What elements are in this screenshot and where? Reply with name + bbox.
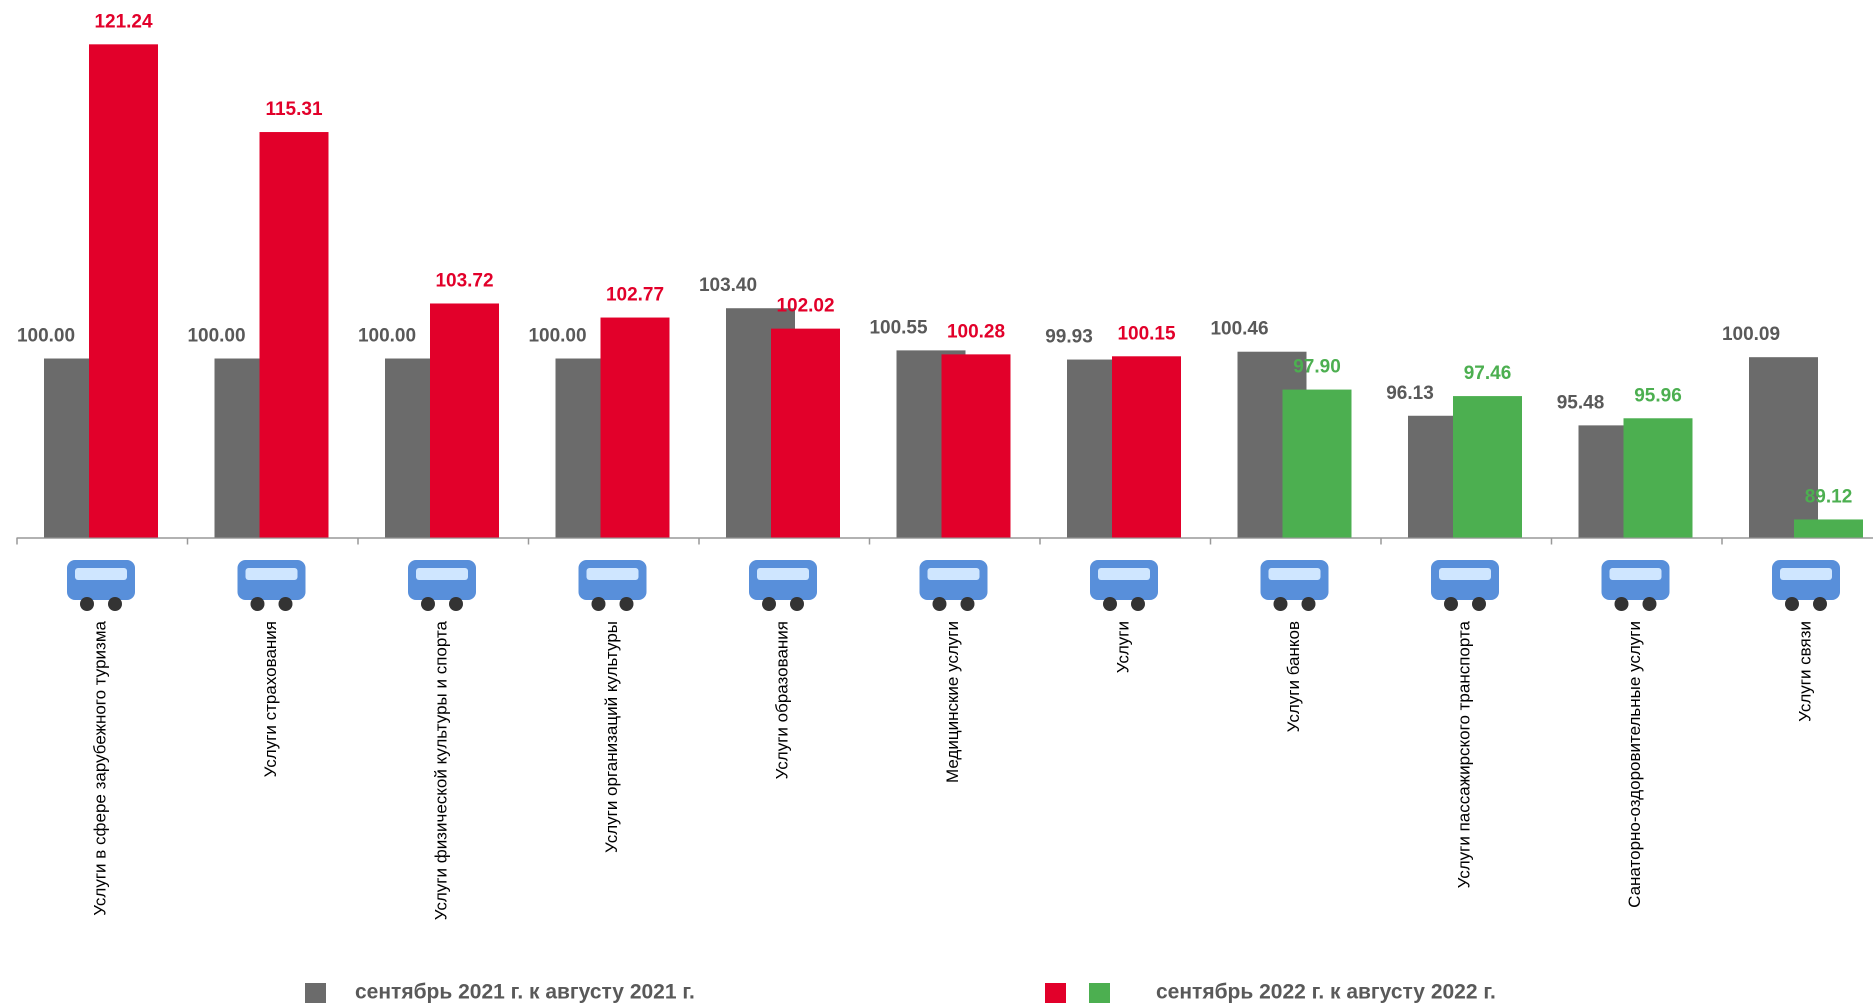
legend-swatch: [305, 983, 326, 1003]
icon-shape: [1131, 597, 1145, 611]
data-label: 89.12: [1805, 486, 1853, 507]
data-label: 100.46: [1210, 319, 1268, 340]
bar: [1623, 418, 1693, 538]
data-label: 102.02: [776, 296, 834, 317]
data-label: 99.93: [1045, 327, 1093, 348]
category-icon: [578, 560, 647, 611]
data-label: 100.55: [869, 317, 928, 338]
x-tick-label: Санаторно-оздоровительные услуги: [1625, 621, 1644, 908]
data-label: 100.09: [1722, 324, 1780, 345]
category-icon: [919, 560, 988, 611]
icon-shape: [927, 568, 980, 580]
icon-shape: [108, 597, 122, 611]
icon-shape: [757, 568, 809, 580]
data-label: 100.00: [187, 326, 245, 347]
icon-shape: [1439, 568, 1491, 580]
bar: [1282, 389, 1352, 538]
x-tick-label: Услуги банков: [1284, 621, 1303, 732]
icon-shape: [1472, 597, 1486, 611]
x-tick-label: Услуги пассажирского транспорта: [1454, 620, 1473, 888]
x-tick-label: Услуги страхования: [261, 621, 280, 777]
bar: [1453, 396, 1522, 538]
data-label: 100.28: [947, 321, 1005, 342]
x-tick-label: Услуги физической культуры и спорта: [431, 620, 450, 920]
data-label: 100.00: [528, 326, 586, 347]
icon-shape: [1785, 597, 1799, 611]
icon-shape: [619, 597, 634, 611]
icon-shape: [1609, 568, 1662, 580]
x-tick-label: Услуги образования: [772, 621, 791, 779]
data-label: 95.48: [1557, 392, 1605, 413]
bar: [430, 303, 499, 538]
bar: [1749, 357, 1818, 538]
icon-shape: [586, 568, 639, 580]
icon-shape: [1813, 597, 1827, 611]
icon-shape: [449, 597, 463, 611]
data-label: 100.00: [17, 326, 75, 347]
x-tick-label: Услуги в сфере зарубежного туризма: [90, 620, 109, 915]
bar: [1112, 356, 1181, 538]
data-label: 97.90: [1293, 357, 1341, 378]
icon-shape: [932, 597, 947, 611]
category-icon: [1090, 560, 1158, 611]
icon-shape: [1268, 568, 1321, 580]
icon-shape: [245, 568, 298, 580]
data-label: 103.40: [699, 275, 757, 296]
data-label: 103.72: [435, 271, 493, 292]
category-icon: [1601, 560, 1670, 611]
data-label: 121.24: [94, 11, 153, 32]
icon-shape: [1780, 568, 1832, 580]
icon-shape: [960, 597, 975, 611]
category-icon: [408, 560, 476, 611]
legend-label: сентябрь 2021 г. к августу 2021 г.: [355, 981, 695, 1004]
category-icon: [749, 560, 817, 611]
icon-shape: [75, 568, 127, 580]
icon-shape: [1444, 597, 1458, 611]
data-label: 102.77: [606, 285, 664, 306]
icon-shape: [250, 597, 265, 611]
category-icon: [1260, 560, 1329, 611]
x-tick-label: Услуги организаций культуры: [602, 621, 621, 853]
legend-swatch: [1089, 983, 1110, 1003]
bar: [941, 354, 1011, 538]
icon-shape: [1273, 597, 1288, 611]
bar: [259, 132, 329, 538]
data-label: 95.96: [1634, 385, 1682, 406]
icon-shape: [1642, 597, 1657, 611]
x-tick-label: Медицинские услуги: [943, 621, 962, 783]
data-label: 97.46: [1464, 363, 1512, 384]
x-tick-label: Услуги связи: [1795, 621, 1814, 722]
x-tick-label: Услуги: [1113, 621, 1132, 673]
icon-shape: [80, 597, 94, 611]
icon-shape: [591, 597, 606, 611]
icon-shape: [1614, 597, 1629, 611]
icon-shape: [762, 597, 776, 611]
icon-shape: [421, 597, 435, 611]
icon-shape: [1103, 597, 1117, 611]
data-label: 115.31: [265, 99, 322, 120]
bar: [771, 328, 840, 538]
data-label: 96.13: [1386, 383, 1434, 404]
data-label: 100.00: [358, 326, 416, 347]
data-label: 100.15: [1117, 323, 1176, 344]
category-icon: [237, 560, 306, 611]
icon-shape: [1098, 568, 1150, 580]
legend-swatch: [1045, 983, 1066, 1003]
category-icon: [1772, 560, 1840, 611]
legend-label: сентябрь 2022 г. к августу 2022 г.: [1156, 981, 1496, 1004]
category-icon: [1431, 560, 1499, 611]
bar: [89, 44, 158, 538]
icon-shape: [790, 597, 804, 611]
bar: [1794, 519, 1863, 538]
icon-shape: [416, 568, 468, 580]
category-icon: [67, 560, 135, 611]
icon-shape: [278, 597, 293, 611]
bar: [600, 317, 670, 538]
icon-shape: [1301, 597, 1316, 611]
